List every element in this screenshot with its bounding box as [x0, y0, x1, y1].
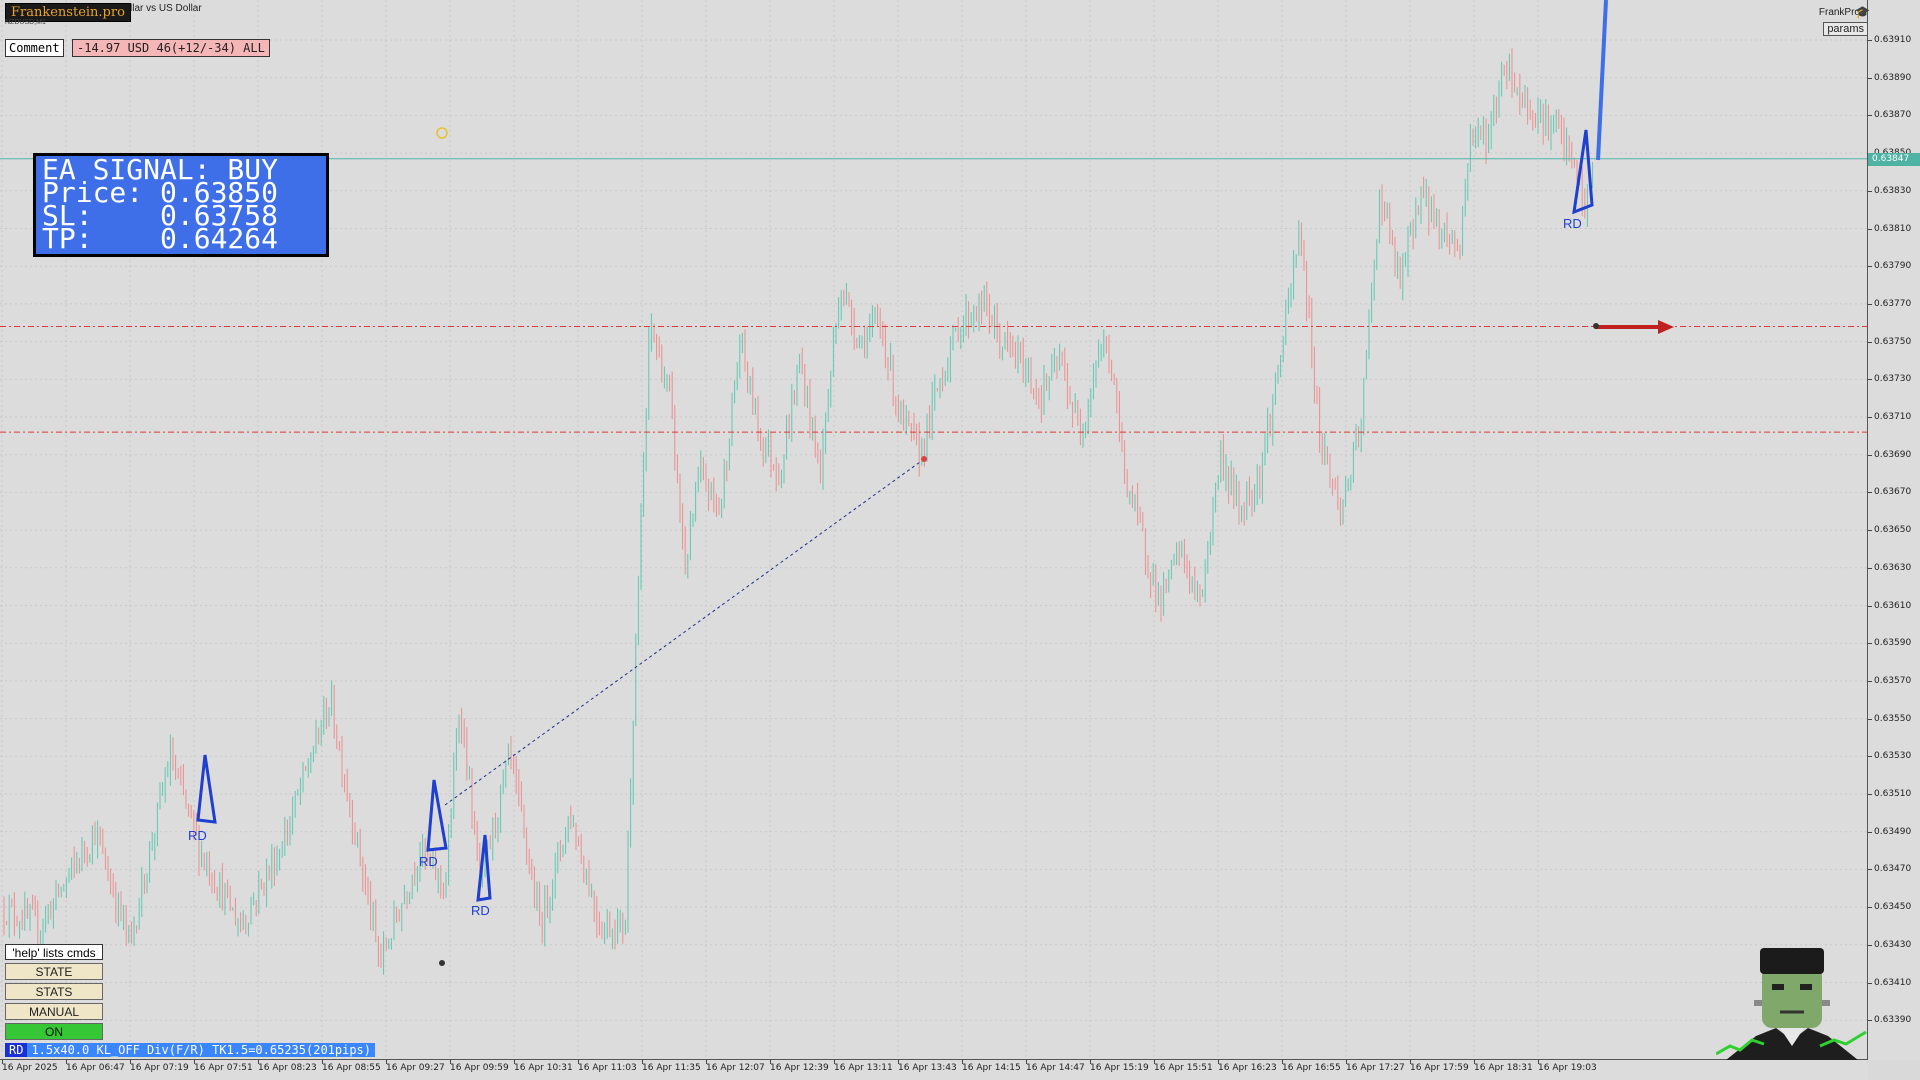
price-tick: 0.63790: [1868, 260, 1920, 272]
time-tick: 16 Apr 10:31: [514, 1060, 573, 1073]
price-tick: 0.63730: [1868, 373, 1920, 385]
rd-label: RD: [471, 903, 490, 918]
signal-title: EA SIGNAL: BUY: [42, 153, 279, 186]
price-tick: 0.63590: [1868, 637, 1920, 649]
price-tick: 0.63470: [1868, 863, 1920, 875]
price-tick: 0.63770: [1868, 298, 1920, 310]
time-tick: 16 Apr 12:39: [770, 1060, 829, 1073]
sun-icon: [436, 127, 448, 139]
price-tick: 0.63710: [1868, 411, 1920, 423]
status-bar: RD 1.5x40.0 KL_OFF Div(F/R) TK1.5=0.65235…: [5, 1043, 376, 1057]
ea-signal-panel: EA SIGNAL: BUY Price: 0.63850 SL: 0.6375…: [33, 153, 329, 257]
rd-pattern-1: [196, 754, 217, 824]
price-chart[interactable]: RD RD RD RD: [0, 0, 1868, 1060]
price-tick: 0.63550: [1868, 713, 1920, 725]
signal-tp: TP: 0.64264: [42, 222, 279, 255]
price-tick: 0.63650: [1868, 524, 1920, 536]
skull-icon: [1593, 323, 1599, 329]
rd-label: RD: [188, 828, 207, 843]
time-tick: 16 Apr 07:19: [130, 1060, 189, 1073]
comment-label: Comment: [5, 39, 64, 57]
status-text: 1.5x40.0 KL_OFF Div(F/R) TK1.5=0.65235(2…: [27, 1043, 376, 1057]
price-tick: 0.63410: [1868, 977, 1920, 989]
time-tick: 16 Apr 14:47: [1026, 1060, 1085, 1073]
price-tick: 0.63910: [1868, 34, 1920, 46]
manual-button[interactable]: MANUAL: [5, 1003, 103, 1020]
status-tag: RD: [5, 1043, 28, 1057]
time-tick: 16 Apr 12:07: [706, 1060, 765, 1073]
price-axis: 0.639100.638900.638700.638500.638300.638…: [1868, 0, 1920, 1060]
rd-pattern-3: [476, 834, 492, 902]
time-tick: 16 Apr 09:27: [386, 1060, 445, 1073]
rd-pattern-2: [426, 779, 448, 852]
time-tick: 16 Apr 07:51: [194, 1060, 253, 1073]
price-tick: 0.63490: [1868, 826, 1920, 838]
time-tick: 16 Apr 2025: [2, 1060, 58, 1073]
rd-label: RD: [1563, 216, 1582, 231]
time-tick: 16 Apr 11:35: [642, 1060, 701, 1073]
rd-label: RD: [419, 854, 438, 869]
current-price-label: 0.63847: [1868, 152, 1920, 166]
time-tick: 16 Apr 18:31: [1474, 1060, 1533, 1073]
symbol-subtitle: NZDUSD,M1: [5, 19, 46, 26]
brand-logo: Frankenstein.pro: [5, 3, 131, 22]
signal-sl: SL: 0.63758: [42, 199, 279, 232]
time-tick: 16 Apr 09:59: [450, 1060, 509, 1073]
time-axis: 16 Apr 2025 16 Apr 06:47 16 Apr 07:19 16 Ap…: [0, 1060, 1868, 1080]
time-tick: 16 Apr 17:27: [1346, 1060, 1405, 1073]
price-tick: 0.63630: [1868, 562, 1920, 574]
state-button[interactable]: STATE: [5, 963, 103, 980]
time-tick: 16 Apr 06:47: [66, 1060, 125, 1073]
frankenstein-avatar-icon: [1716, 948, 1867, 1060]
sl-arrow-head: [1658, 320, 1674, 334]
price-tick: 0.63570: [1868, 675, 1920, 687]
time-tick: 16 Apr 15:51: [1154, 1060, 1213, 1073]
price-tick: 0.63390: [1868, 1014, 1920, 1026]
time-tick: 16 Apr 17:59: [1410, 1060, 1469, 1073]
rd-pattern-4: [1572, 129, 1594, 215]
time-tick: 16 Apr 13:11: [834, 1060, 893, 1073]
trend-line: [444, 461, 921, 806]
price-tick: 0.63610: [1868, 600, 1920, 612]
signal-price: Price: 0.63850: [42, 176, 279, 209]
graduation-cap-icon: 🎓: [1855, 5, 1870, 19]
help-hint: 'help' lists cmds: [5, 944, 103, 960]
tp-projection-line: [1596, 0, 1608, 161]
price-tick: 0.63690: [1868, 449, 1920, 461]
price-tick: 0.63870: [1868, 109, 1920, 121]
price-tick: 0.63750: [1868, 336, 1920, 348]
time-tick: 16 Apr 14:15: [962, 1060, 1021, 1073]
price-tick: 0.63530: [1868, 750, 1920, 762]
frankpro-label: FrankPro: [1818, 7, 1860, 18]
time-tick: 16 Apr 11:03: [578, 1060, 637, 1073]
price-tick: 0.63670: [1868, 486, 1920, 498]
skull-icon: [439, 960, 445, 966]
price-tick: 0.63890: [1868, 72, 1920, 84]
comment-value: -14.97 USD 46(+12/-34) ALL: [72, 39, 270, 57]
time-tick: 16 Apr 13:43: [898, 1060, 957, 1073]
time-tick: 16 Apr 16:55: [1282, 1060, 1341, 1073]
time-tick: 16 Apr 08:55: [322, 1060, 381, 1073]
price-tick: 0.63510: [1868, 788, 1920, 800]
time-tick: 16 Apr 08:23: [258, 1060, 317, 1073]
price-tick: 0.63830: [1868, 185, 1920, 197]
params-button[interactable]: params: [1823, 22, 1868, 36]
time-tick: 16 Apr 15:19: [1090, 1060, 1149, 1073]
time-tick: 16 Apr 19:03: [1538, 1060, 1597, 1073]
symbol-title: llar vs US Dollar: [130, 3, 202, 14]
price-tick: 0.63450: [1868, 901, 1920, 913]
price-tick: 0.63810: [1868, 223, 1920, 235]
trend-end-marker: [921, 456, 927, 462]
time-tick: 16 Apr 16:23: [1218, 1060, 1277, 1073]
stats-button[interactable]: STATS: [5, 983, 103, 1000]
price-tick: 0.63430: [1868, 939, 1920, 951]
on-button[interactable]: ON: [5, 1023, 103, 1040]
